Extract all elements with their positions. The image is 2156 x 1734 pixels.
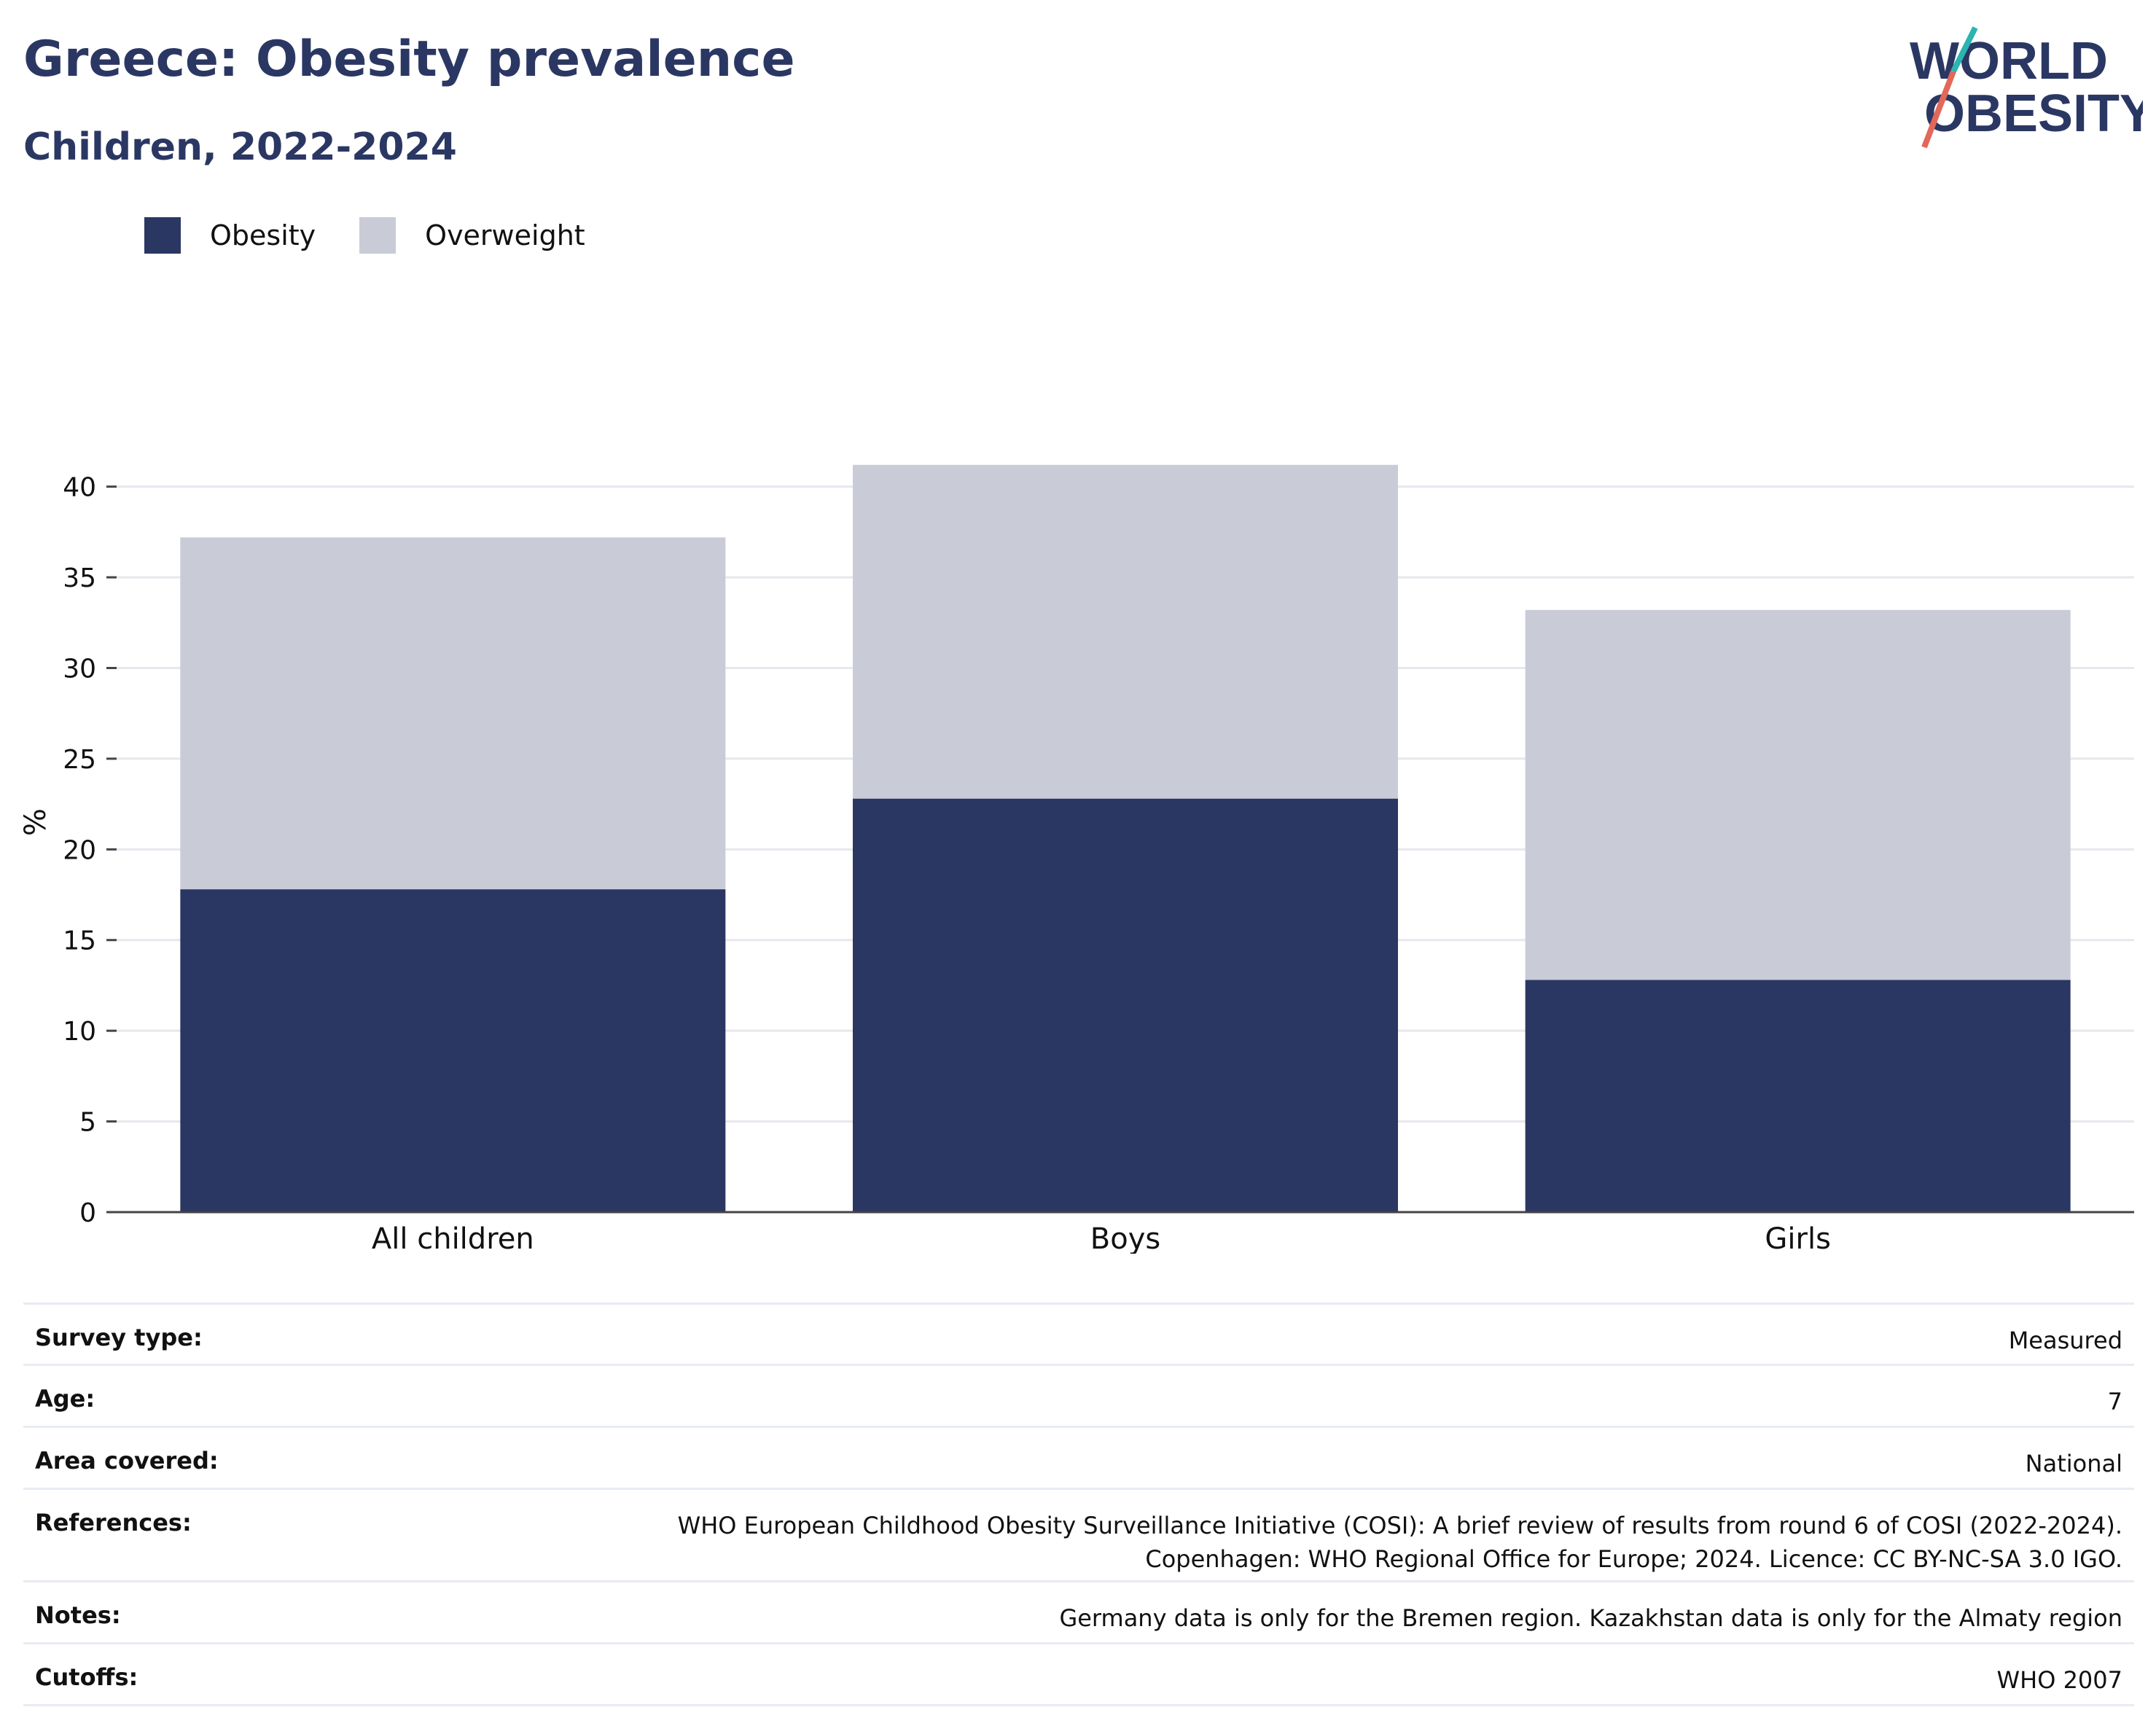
bar-obesity-all-children (180, 889, 726, 1212)
legend-label-obesity: Obesity (210, 219, 316, 251)
info-row-area-covered: Area covered: National (23, 1426, 2134, 1489)
bar-obesity-girls (1525, 980, 2071, 1212)
survey-info-table: Survey type: Measured Age: 7 Area covere… (23, 1303, 2134, 1706)
info-key: Age: (23, 1364, 411, 1427)
info-row-references: References: WHO European Childhood Obesi… (23, 1488, 2134, 1582)
y-tick-label: 15 (63, 926, 96, 956)
logo-line-2: OBESITY (1924, 85, 2143, 143)
y-tick-label: 10 (63, 1017, 96, 1047)
reference-line-2: Copenhagen: WHO Regional Office for Euro… (1145, 1545, 2122, 1573)
chart-legend: Obesity Overweight (144, 217, 629, 254)
y-tick-label: 40 (63, 473, 96, 503)
legend-swatch-obesity (144, 217, 181, 254)
info-row-cutoffs: Cutoffs: WHO 2007 (23, 1642, 2134, 1706)
info-key: Notes: (23, 1580, 411, 1644)
info-value: Measured (411, 1303, 2134, 1365)
info-value: WHO 2007 (411, 1642, 2134, 1706)
info-value: National (411, 1426, 2134, 1489)
legend-swatch-overweight (359, 217, 397, 254)
bar-chart: 0 5 10 15 20 25 30 35 40% All children Boys Girls (19, 464, 2134, 1254)
page-subtitle: Children, 2022-2024 (23, 125, 457, 169)
logo-slash-top (1950, 26, 1978, 73)
page-title: Greece: Obesity prevalence (23, 31, 795, 88)
y-axis-label: % (19, 808, 52, 836)
y-tick-label: 35 (63, 563, 96, 593)
legend-item-overweight[interactable]: Overweight (359, 217, 585, 254)
logo-slash-bottom (1921, 70, 1956, 149)
y-tick-label: 0 (79, 1198, 96, 1228)
logo-line-1: WORLD (1910, 32, 2108, 90)
info-key: Cutoffs: (23, 1642, 411, 1706)
info-row-notes: Notes: Germany data is only for the Brem… (23, 1580, 2134, 1644)
info-row-survey-type: Survey type: Measured (23, 1303, 2134, 1365)
legend-item-obesity[interactable]: Obesity (144, 217, 316, 254)
info-key: References: (23, 1488, 411, 1582)
reference-line-1: WHO European Childhood Obesity Surveilla… (677, 1512, 2122, 1539)
info-value: Germany data is only for the Bremen regi… (411, 1580, 2134, 1644)
bar-overweight-girls (1525, 609, 2071, 980)
info-key: Area covered: (23, 1426, 411, 1489)
y-tick-label: 25 (63, 745, 96, 775)
bar-overweight-all-children (180, 537, 726, 890)
info-value: 7 (411, 1364, 2134, 1427)
y-tick-label: 20 (63, 835, 96, 865)
legend-label-overweight: Overweight (425, 219, 585, 251)
info-key: Survey type: (23, 1303, 411, 1365)
x-tick-label: All children (372, 1222, 534, 1254)
x-tick-label: Girls (1765, 1222, 1831, 1254)
bar-overweight-boys (853, 464, 1398, 799)
y-tick-label: 5 (79, 1108, 96, 1138)
info-value: WHO European Childhood Obesity Surveilla… (411, 1488, 2134, 1582)
bar-obesity-boys (853, 798, 1398, 1212)
info-row-age: Age: 7 (23, 1364, 2134, 1427)
world-obesity-logo: WORLD OBESITY (1910, 26, 2143, 149)
x-tick-label: Boys (1090, 1222, 1160, 1254)
y-tick-label: 30 (63, 654, 96, 684)
